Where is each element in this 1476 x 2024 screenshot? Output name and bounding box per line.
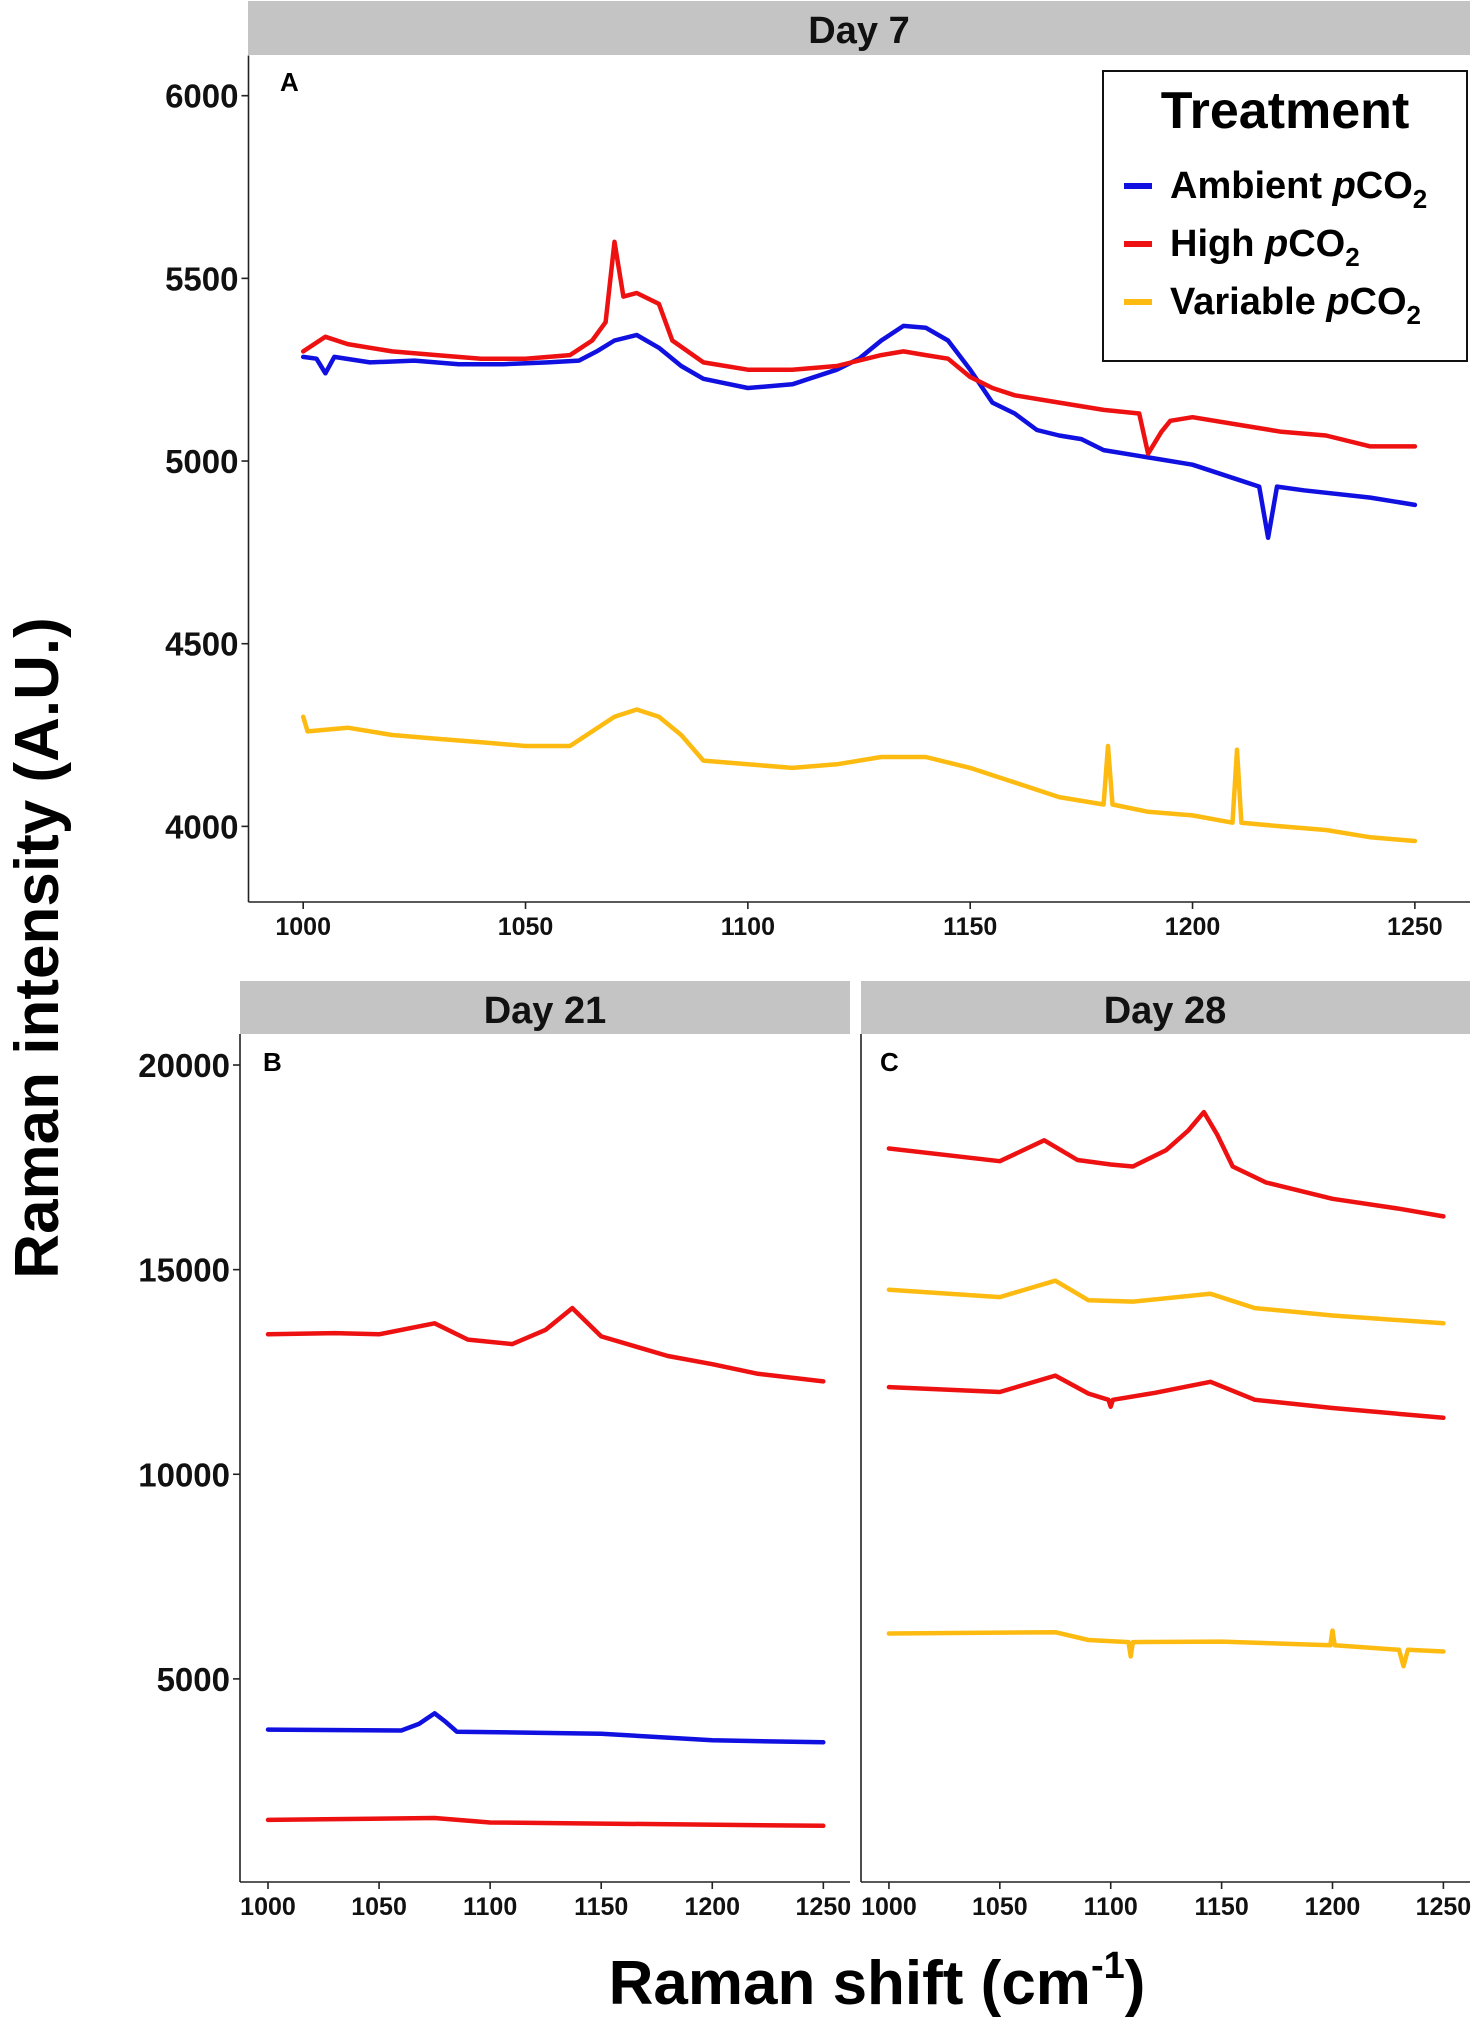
strip-label-day-21: Day 21 <box>484 990 607 1032</box>
legend-p: p <box>1264 223 1288 265</box>
series-line-high-2 <box>265 1815 826 1829</box>
legend-box <box>1102 70 1468 362</box>
legend-title: Treatment <box>1161 82 1410 140</box>
x-axis-title-sup: -1 <box>1091 1945 1125 1987</box>
legend-label-variable: Variable pCO2 <box>1170 281 1421 330</box>
series-line-high-1 <box>300 239 1418 456</box>
x-tick-label: 1100 <box>721 913 775 941</box>
series-line-variable-2 <box>300 707 1418 844</box>
legend-sub: 2 <box>1407 300 1421 330</box>
legend-co: CO <box>1356 165 1413 207</box>
x-tick-label: 1250 <box>1416 1893 1472 1921</box>
x-axis-title-close: ) <box>1125 1949 1146 2018</box>
x-tick-label: 1050 <box>498 913 554 941</box>
strip-day-21 <box>240 981 850 1034</box>
x-tick-label: 1250 <box>796 1893 852 1921</box>
panel-c: Day 28 C 1000 1050 1100 1150 1200 1250 <box>860 981 1472 1921</box>
y-tick-label: 6000 <box>165 78 238 115</box>
x-tick-label: 1150 <box>574 1893 628 1921</box>
x-tick-label: 1200 <box>1165 913 1221 941</box>
plot-area-a: 4000 4500 5000 5500 6000 1000 1050 1100 1150 1200… <box>165 55 1470 941</box>
series-line-variable-3 <box>886 1628 1446 1669</box>
panel-b: Day 21 B 5000 10000 15000 20000 1000 1050 1100… <box>138 981 851 1921</box>
series-line-high-2 <box>886 1373 1446 1421</box>
legend-item-high: High pCO2 <box>1124 223 1360 272</box>
legend-name: High <box>1170 223 1265 265</box>
x-tick-label: 1000 <box>275 913 331 941</box>
legend-co: CO <box>1288 223 1345 265</box>
x-axis-title-main: Raman shift (cm <box>609 1949 1091 2018</box>
x-tick-label: 1150 <box>943 913 997 941</box>
legend-label-high: High pCO2 <box>1170 223 1360 272</box>
legend-label-ambient: Ambient pCO2 <box>1170 165 1427 214</box>
panel-tag-c: C <box>880 1047 899 1077</box>
legend-p: p <box>1332 165 1356 207</box>
legend-sub: 2 <box>1345 242 1359 272</box>
strip-day-7 <box>248 1 1470 55</box>
panel-tag-a: A <box>280 67 299 97</box>
x-tick-label: 1050 <box>351 1893 407 1921</box>
strip-label-day-7: Day 7 <box>808 10 909 52</box>
x-tick-label: 1100 <box>463 1893 517 1921</box>
y-tick-label: 5000 <box>157 1661 230 1698</box>
series-line-ambient-1 <box>265 1711 826 1745</box>
y-tick-label: 10000 <box>138 1456 230 1493</box>
legend-co: CO <box>1350 281 1407 323</box>
x-tick-label: 1000 <box>861 1893 917 1921</box>
strip-day-28 <box>861 981 1470 1034</box>
panel-a: Day 7 A 4000 4500 5000 5500 6000 1000 1050 1100… <box>165 1 1470 941</box>
x-tick-label: 1150 <box>1194 1893 1248 1921</box>
x-tick-label: 1200 <box>1305 1893 1361 1921</box>
legend-item-variable: Variable pCO2 <box>1124 281 1421 330</box>
series-line-high-0 <box>265 1305 826 1384</box>
legend-name: Ambient <box>1170 165 1333 207</box>
legend-item-ambient: Ambient pCO2 <box>1124 165 1427 214</box>
y-tick-label: 15000 <box>138 1252 230 1289</box>
x-tick-label: 1200 <box>684 1893 740 1921</box>
y-tick-label: 20000 <box>138 1047 230 1084</box>
plot-area-c: 1000 1050 1100 1150 1200 1250 <box>860 1034 1472 1921</box>
x-axis-title: Raman shift (cm-1) <box>609 1945 1146 2018</box>
y-tick-label: 4000 <box>165 808 238 845</box>
legend-p: p <box>1325 281 1349 323</box>
y-tick-label: 5000 <box>165 443 238 480</box>
x-tick-label: 1000 <box>240 1893 296 1921</box>
legend-name: Variable <box>1170 281 1326 323</box>
strip-label-day-28: Day 28 <box>1104 990 1227 1032</box>
legend-sub: 2 <box>1413 184 1427 214</box>
series-line-ambient-0 <box>300 323 1418 541</box>
plot-area-b: 5000 10000 15000 20000 1000 1050 1100 1150 1200 1… <box>138 1034 851 1921</box>
x-tick-label: 1050 <box>972 1893 1028 1921</box>
y-tick-label: 5500 <box>165 260 238 297</box>
panel-tag-b: B <box>263 1047 282 1077</box>
x-tick-label: 1250 <box>1387 913 1443 941</box>
series-line-high-0 <box>886 1109 1446 1219</box>
y-axis-title: Raman intensity (A.U.) <box>3 617 72 1278</box>
series-line-variable-1 <box>886 1278 1446 1326</box>
x-tick-label: 1100 <box>1084 1893 1138 1921</box>
y-tick-label: 4500 <box>165 626 238 663</box>
